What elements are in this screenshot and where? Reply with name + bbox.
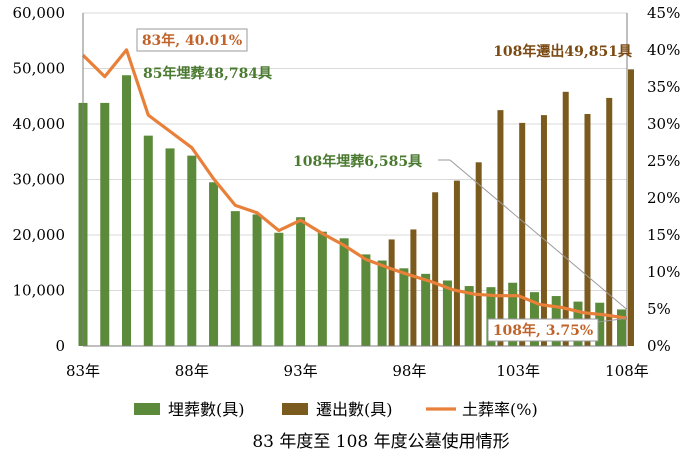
y-right-tick-label: 20% xyxy=(647,189,680,207)
exhumation-bar xyxy=(475,162,482,346)
exhumation-bar xyxy=(388,239,395,346)
y-right-tick-label: 5% xyxy=(647,300,671,318)
annotation-label: 85年埋葬48,784具 xyxy=(143,65,272,82)
burial-bar xyxy=(252,214,262,346)
y-left-tick-label: 0 xyxy=(55,337,65,355)
burial-bar xyxy=(464,286,474,346)
annotation-label: 108年遷出49,851具 xyxy=(493,43,632,60)
leader-line xyxy=(597,317,628,323)
burial-bar xyxy=(508,282,518,346)
y-right-tick-label: 40% xyxy=(647,41,680,59)
burial-bar xyxy=(100,102,110,346)
annotation-box xyxy=(487,318,599,342)
y-left-tick-label: 50,000 xyxy=(13,60,66,78)
legend-swatch xyxy=(282,403,308,415)
burial-bar xyxy=(377,260,387,346)
burial-bar xyxy=(486,287,496,346)
burial-bar xyxy=(399,268,409,346)
y-left-tick-label: 60,000 xyxy=(13,4,66,22)
annotations: 83年, 40.01% 85年埋葬48,784具 108年遷出49,851具 108年… xyxy=(136,28,632,342)
exhumation-bar xyxy=(606,97,613,346)
y-right-tick-label: 30% xyxy=(647,115,680,133)
leader-line xyxy=(449,159,628,310)
burial-bar xyxy=(361,254,371,346)
annotation-label: 108年埋葬6,585具 xyxy=(293,153,422,170)
exhumation-bar xyxy=(584,114,591,346)
exhumation-bar xyxy=(410,229,417,346)
exhumation-bar xyxy=(519,122,526,346)
burial-bar xyxy=(230,211,240,346)
x-tick-label: 83年 xyxy=(66,362,100,380)
y-left-tick-label: 10,000 xyxy=(13,282,66,300)
burial-bar xyxy=(143,135,153,346)
y-left-tick-label: 30,000 xyxy=(13,171,66,189)
legend-label: 遷出數(具) xyxy=(316,400,393,419)
y-right-tick-label: 10% xyxy=(647,263,680,281)
burial-bar xyxy=(296,217,306,346)
x-tick-label: 98年 xyxy=(392,362,426,380)
x-tick-label: 103年 xyxy=(496,362,540,380)
burial-bar xyxy=(187,155,197,346)
x-tick-label: 88年 xyxy=(175,362,209,380)
y-right-tick-label: 0% xyxy=(647,337,671,355)
exhumation-bar xyxy=(540,115,547,347)
x-tick-label: 108年 xyxy=(605,362,649,380)
y-left-tick-label: 20,000 xyxy=(13,226,66,244)
exhumation-bar xyxy=(497,110,504,346)
annotation-label: 108年, 3.75% xyxy=(493,322,593,339)
exhumation-bar xyxy=(562,91,569,346)
chart-caption: 83 年度至 108 年度公墓使用情形 xyxy=(252,431,509,452)
burial-bar xyxy=(339,238,349,346)
exhumation-bar xyxy=(432,192,439,346)
axes: 0 10,000 20,000 30,000 40,000 50,000 60,000 0% 5… xyxy=(13,4,681,380)
y-left-tick-label: 40,000 xyxy=(13,115,66,133)
exhumation-bar xyxy=(453,180,460,346)
annotation-box xyxy=(136,28,248,52)
legend-label: 土葬率(%) xyxy=(462,400,538,419)
burial-bar xyxy=(274,232,284,346)
burial-bar xyxy=(317,231,327,346)
y-right-tick-label: 25% xyxy=(647,152,680,170)
burial-bar xyxy=(209,182,219,346)
burial-bar xyxy=(442,280,452,346)
legend-swatch xyxy=(134,403,160,415)
burial-bar xyxy=(617,309,626,346)
annotation-label: 83年, 40.01% xyxy=(142,32,242,49)
burial-bar xyxy=(595,302,605,346)
y-right-tick-label: 45% xyxy=(647,4,680,22)
legend: 埋葬數(具) 遷出數(具) 土葬率(%) xyxy=(134,400,538,419)
line-series xyxy=(81,48,628,320)
burial-bar xyxy=(421,273,431,346)
burial-bar xyxy=(122,75,132,346)
exhumation-bar xyxy=(628,69,634,346)
rate-line xyxy=(81,48,628,320)
legend-label: 埋葬數(具) xyxy=(168,400,245,419)
burial-bar xyxy=(165,148,175,346)
y-right-tick-label: 15% xyxy=(647,226,680,244)
y-right-tick-label: 35% xyxy=(647,78,680,96)
x-tick-label: 93年 xyxy=(284,362,318,380)
